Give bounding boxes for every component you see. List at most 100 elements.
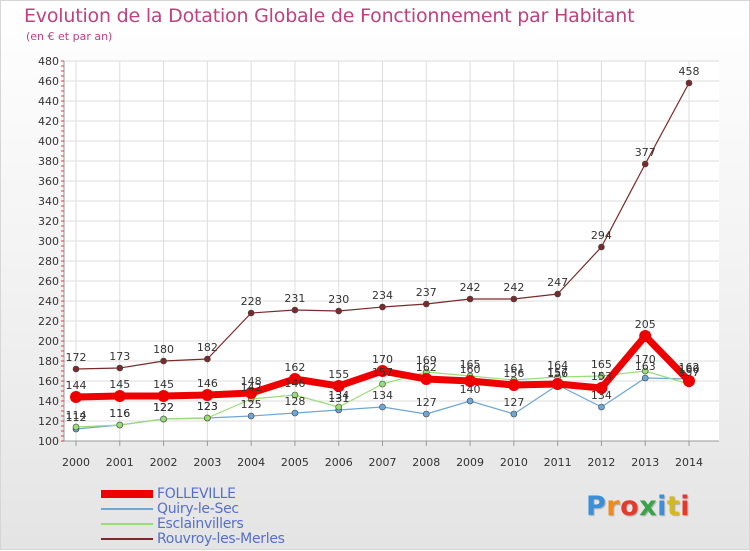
data-label: 230 [328,293,349,306]
y-tick-label: 100 [38,435,59,448]
y-tick-label: 140 [38,395,59,408]
y-tick-label: 180 [38,355,59,368]
logo-letter: i [680,491,691,522]
x-tick-label: 2014 [675,456,703,469]
data-label: 128 [284,395,305,408]
data-point-quiry-le-sec [422,410,430,418]
y-tick-label: 220 [38,315,59,328]
data-point-esclainvillers [72,423,80,431]
data-point-folleville [201,389,214,401]
data-label: 172 [66,351,87,364]
legend-swatch [101,537,153,540]
legend-item-quiry-le-sec: Quiry-le-Sec [101,500,239,517]
data-point-rouvroy-les-merles [335,307,343,315]
data-label: 145 [153,378,174,391]
logo-letter: x [639,491,658,522]
legend-swatch [101,489,153,498]
data-label: 140 [460,383,481,396]
data-point-esclainvillers [116,421,124,429]
data-label: 122 [153,401,174,414]
y-tick-label: 320 [38,215,59,228]
data-point-esclainvillers [379,380,386,388]
x-tick-label: 2003 [193,456,221,469]
data-point-folleville [113,390,126,402]
data-label: 170 [635,353,656,366]
data-point-rouvroy-les-merles [204,355,211,363]
data-label: 125 [241,398,262,411]
data-point-rouvroy-les-merles [554,290,561,298]
x-tick-label: 2004 [237,456,265,469]
data-label: 182 [197,341,218,354]
data-label: 242 [503,281,524,294]
data-point-rouvroy-les-merles [422,300,430,308]
data-label: 142 [241,381,262,394]
x-tick-label: 2013 [631,456,659,469]
data-label: 134 [372,389,393,402]
legend-item-esclainvillers: Esclainvillers [101,515,244,532]
data-point-folleville [420,373,433,385]
data-point-folleville [551,378,564,390]
x-tick-label: 2009 [456,456,484,469]
data-point-folleville [464,375,477,387]
data-point-quiry-le-sec [641,374,649,382]
data-label: 247 [547,276,568,289]
data-label: 157 [547,366,568,379]
legend-label: FOLLEVILLE [157,485,236,502]
data-point-quiry-le-sec [379,403,386,411]
data-point-folleville [595,382,608,394]
x-tick-label: 2007 [369,456,397,469]
data-label: 123 [197,400,218,413]
x-tick-label: 2000 [62,456,90,469]
data-point-rouvroy-les-merles [510,295,518,303]
data-label: 155 [328,368,349,381]
data-point-folleville [683,375,695,387]
data-point-rouvroy-les-merles [379,303,386,311]
data-point-rouvroy-les-merles [247,309,255,317]
data-label: 169 [416,354,437,367]
data-point-quiry-le-sec [510,410,518,418]
data-point-folleville [639,330,652,342]
data-label: 162 [679,361,700,374]
legend-item-folleville: FOLLEVILLE [101,485,236,502]
data-label: 228 [241,295,262,308]
data-point-folleville [376,365,389,377]
data-point-rouvroy-les-merles [641,160,649,168]
data-label: 458 [679,65,700,78]
x-tick-label: 2002 [150,456,178,469]
data-point-esclainvillers [291,391,299,399]
legend-item-rouvroy-les-merles: Rouvroy-les-Merles [101,531,285,547]
data-label: 165 [591,358,612,371]
data-point-folleville [507,379,520,391]
legend-label: Quiry-le-Sec [157,500,239,517]
data-label: 148 [241,375,262,388]
data-label: 122 [153,401,174,414]
data-label: 116 [109,407,130,420]
x-tick-label: 2005 [281,456,309,469]
chart-subtitle: (en € et par an) [26,30,113,43]
data-label: 160 [460,363,481,376]
data-point-folleville [332,380,345,392]
axes: 100 120 140 160 180 200 220 240 260 280 300 320 340 3… [38,55,719,469]
data-label: 134 [328,389,349,402]
y-tick-label: 300 [38,235,59,248]
data-point-rouvroy-les-merles [685,79,693,87]
data-label: 157 [372,366,393,379]
y-tick-label: 360 [38,175,59,188]
data-label: 294 [591,229,612,242]
data-label: 134 [591,389,612,402]
data-point-quiry-le-sec [598,403,605,411]
x-tick-label: 2010 [500,456,528,469]
chart-title: Evolution de la Dotation Globale de Fonc… [24,5,635,27]
logo-letter: t [666,491,681,522]
data-label: 242 [460,281,481,294]
legend-swatch [101,522,153,525]
data-label: 157 [679,366,700,379]
legend-label: Esclainvillers [157,515,244,532]
data-label: 116 [109,407,130,420]
data-label: 146 [284,377,305,390]
y-tick-label: 440 [38,95,59,108]
data-label: 231 [284,292,305,305]
data-label: 123 [197,400,218,413]
